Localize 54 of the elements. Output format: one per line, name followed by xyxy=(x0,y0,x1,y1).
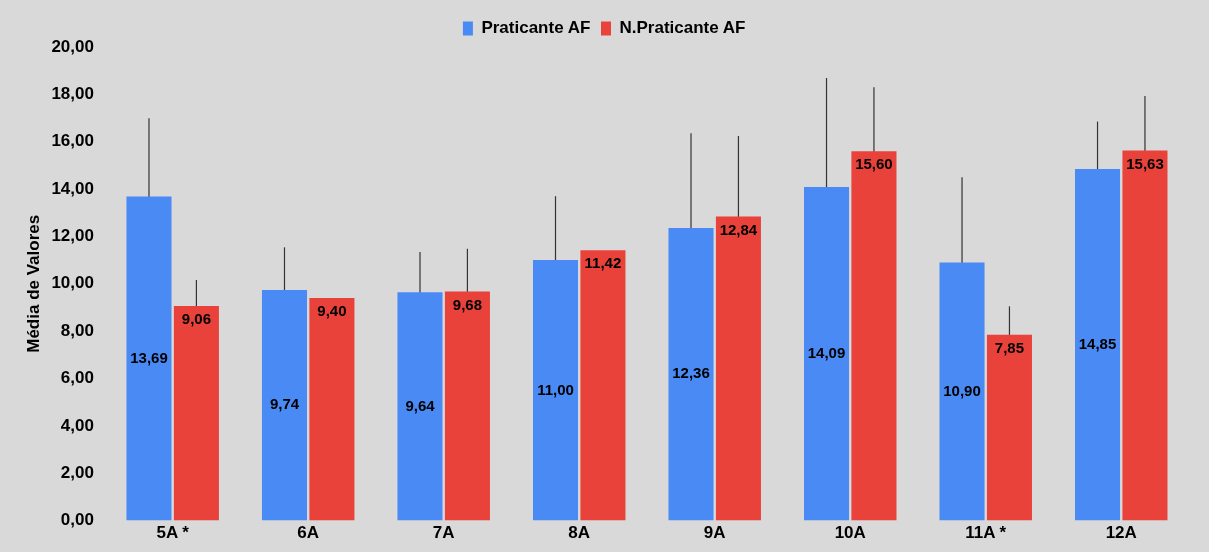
x-tick-label: 6A xyxy=(297,523,320,543)
bar xyxy=(1075,168,1121,521)
bar xyxy=(803,186,850,521)
x-tick-label: 8A xyxy=(568,523,591,543)
y-tick-label: 0,00 xyxy=(60,510,94,530)
bar xyxy=(715,216,761,521)
bar xyxy=(173,306,219,521)
bar xyxy=(986,334,1032,521)
y-tick-label: 4,00 xyxy=(60,415,94,435)
bar xyxy=(580,250,626,521)
bar xyxy=(851,151,897,521)
y-tick-label: 8,00 xyxy=(60,320,94,340)
x-tick-label: 11A * xyxy=(965,523,1007,543)
y-tick-label: 20,00 xyxy=(51,36,94,56)
data-label: 15,63 xyxy=(1126,154,1164,172)
data-label: 11,42 xyxy=(584,254,622,272)
legend-label: Praticante AF xyxy=(481,18,591,38)
data-label: 9,64 xyxy=(405,396,436,414)
data-label: 9,40 xyxy=(317,302,347,320)
y-tick-label: 18,00 xyxy=(51,84,94,104)
y-tick-label: 12,00 xyxy=(51,226,94,246)
data-label: 10,90 xyxy=(943,381,981,399)
bar xyxy=(261,289,308,521)
bar xyxy=(444,291,490,521)
x-tick-label: 9A xyxy=(703,523,726,543)
bar xyxy=(668,227,714,521)
y-tick-label: 2,00 xyxy=(60,462,94,482)
x-tick-label: 7A xyxy=(432,523,455,543)
bar xyxy=(309,298,355,521)
y-tick-label: 6,00 xyxy=(60,368,94,388)
data-label: 11,00 xyxy=(537,380,574,398)
x-tick-label: 10A xyxy=(834,523,866,543)
y-axis-title: Média de Valores xyxy=(23,214,43,353)
data-label: 9,68 xyxy=(452,295,483,313)
bar xyxy=(939,262,985,521)
data-label: 15,60 xyxy=(855,155,893,173)
x-tick-label: 5A * xyxy=(156,523,190,543)
bar xyxy=(397,292,443,521)
data-label: 14,85 xyxy=(1078,334,1117,352)
legend-label: N.Praticante AF xyxy=(619,18,746,38)
data-label: 14,09 xyxy=(807,343,846,361)
data-label: 12,84 xyxy=(719,220,758,238)
data-label: 13,69 xyxy=(130,348,168,366)
data-label: 7,85 xyxy=(994,338,1025,356)
data-label: 9,06 xyxy=(181,310,212,328)
y-tick-label: 14,00 xyxy=(51,178,94,198)
y-tick-label: 10,00 xyxy=(51,273,94,293)
bar xyxy=(1122,150,1168,521)
data-label: 12,36 xyxy=(672,364,710,382)
data-label: 9,74 xyxy=(269,395,300,413)
y-tick-label: 16,00 xyxy=(51,131,94,151)
bar xyxy=(126,196,172,521)
x-tick-label: 12A xyxy=(1105,523,1137,543)
bar xyxy=(532,260,579,521)
